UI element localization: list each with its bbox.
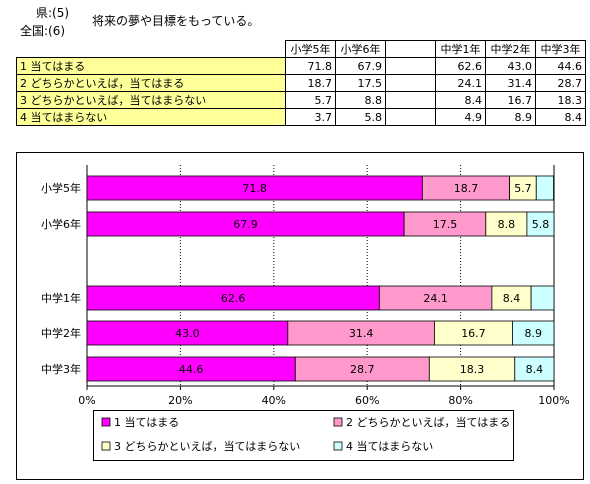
bar-segment xyxy=(512,320,555,346)
table-cell: 62.6 xyxy=(435,57,486,75)
data-label: 43.0 xyxy=(175,327,200,340)
y-category-label: 中学3年 xyxy=(41,362,81,376)
table-row: 1 当てはまる 71.8 67.9 62.6 43.0 44.6 xyxy=(16,57,586,75)
bar-segment xyxy=(434,320,513,346)
x-tick-label: 80% xyxy=(448,394,472,407)
data-label: 8.8 xyxy=(498,218,515,231)
row-label: 2 どちらかといえば，当てはまる xyxy=(16,74,286,92)
column-header xyxy=(385,40,436,58)
legend-box xyxy=(93,410,514,461)
x-tick-label: 20% xyxy=(168,394,192,407)
bar-segment xyxy=(421,175,511,201)
bar-segment xyxy=(86,356,296,382)
x-tick-label: 60% xyxy=(355,394,379,407)
table-row: 4 当てはまらない 3.7 5.8 4.9 8.9 8.4 xyxy=(16,108,586,126)
table-cell: 5.7 xyxy=(285,91,336,109)
data-label: 31.4 xyxy=(349,327,374,340)
legend-label: 3 どちらかといえば，当てはまらない xyxy=(114,439,300,453)
bar-segment xyxy=(378,285,493,311)
table-row: 2 どちらかといえば，当てはまる 18.7 17.5 24.1 31.4 28.… xyxy=(16,74,586,92)
table-cell: 3.7 xyxy=(285,108,336,126)
legend-swatch xyxy=(101,417,111,427)
data-label: 8.9 xyxy=(524,327,542,340)
y-category-label: 中学1年 xyxy=(41,291,81,305)
y-category-label: 小学6年 xyxy=(41,217,81,231)
table-cell: 4.9 xyxy=(435,108,486,126)
table-cell: 28.7 xyxy=(535,74,586,92)
data-label: 62.6 xyxy=(221,292,246,305)
table-cell: 24.1 xyxy=(435,74,486,92)
data-label: 8.4 xyxy=(526,363,544,376)
x-tick-label: 0% xyxy=(78,394,95,407)
data-label: 71.8 xyxy=(242,182,267,195)
data-label: 28.7 xyxy=(350,363,375,376)
bar-segment xyxy=(287,320,435,346)
data-label: 18.3 xyxy=(460,363,485,376)
x-tick-label: 40% xyxy=(262,394,286,407)
table-header-row: 小学5年 小学6年 中学1年 中学2年 中学3年 xyxy=(16,40,586,58)
table-cell xyxy=(385,57,436,75)
legend-swatch xyxy=(333,417,343,427)
row-label: 4 当てはまらない xyxy=(16,108,286,126)
legend-swatch xyxy=(101,441,111,451)
bar-segment xyxy=(526,211,555,237)
data-label: 5.8 xyxy=(532,218,550,231)
table-cell: 18.7 xyxy=(285,74,336,92)
table-cell xyxy=(385,91,436,109)
table-cell: 16.7 xyxy=(485,91,536,109)
column-header: 中学3年 xyxy=(535,40,586,58)
table-cell: 18.3 xyxy=(535,91,586,109)
table-corner-cell xyxy=(16,40,286,58)
data-label: 67.9 xyxy=(233,218,258,231)
data-label: 8.4 xyxy=(503,292,521,305)
column-header: 小学5年 xyxy=(285,40,336,58)
table-cell: 5.8 xyxy=(335,108,386,126)
row-label: 3 どちらかといえば，当てはまらない xyxy=(16,91,286,109)
prefecture-label: 県:(5) xyxy=(36,6,70,20)
legend-label: 4 当てはまらない xyxy=(346,439,433,453)
bar-segment xyxy=(530,285,555,311)
legend-swatch xyxy=(333,441,343,451)
table-cell: 67.9 xyxy=(335,57,386,75)
data-label: 24.1 xyxy=(423,292,448,305)
table-cell xyxy=(385,108,436,126)
bar-segment xyxy=(509,175,537,201)
data-label: 5.7 xyxy=(514,182,532,195)
bar-segment xyxy=(86,211,405,237)
table-row: 3 どちらかといえば，当てはまらない 5.7 8.8 8.4 16.7 18.3 xyxy=(16,91,586,109)
table-cell: 8.4 xyxy=(535,108,586,126)
national-label: 全国:(6) xyxy=(20,24,66,38)
results-table: 小学5年 小学6年 中学1年 中学2年 中学3年 1 当てはまる 71.8 67… xyxy=(16,40,586,126)
table-cell xyxy=(385,74,436,92)
column-header: 中学1年 xyxy=(435,40,486,58)
data-label: 16.7 xyxy=(461,327,486,340)
table-cell: 71.8 xyxy=(285,57,336,75)
column-header: 小学6年 xyxy=(335,40,386,58)
table-cell: 31.4 xyxy=(485,74,536,92)
bar-segment xyxy=(86,320,289,346)
legend-label: 2 どちらかといえば，当てはまる xyxy=(346,415,510,429)
stacked-bar-chart: 0% 20% 40% 60% 80% 100% 小学5年 71.8 18.7 5.7 小学6年 67.… xyxy=(16,152,584,480)
data-label: 18.7 xyxy=(454,182,479,195)
y-category-label: 中学2年 xyxy=(41,326,81,340)
bar-segment xyxy=(86,175,423,201)
table-cell: 8.9 xyxy=(485,108,536,126)
data-label: 44.6 xyxy=(179,363,204,376)
x-tick-label: 100% xyxy=(538,394,569,407)
bar-segment xyxy=(535,175,554,201)
bar-segment xyxy=(428,356,516,382)
y-category-label: 小学5年 xyxy=(41,181,81,195)
column-header: 中学2年 xyxy=(485,40,536,58)
table-cell: 8.8 xyxy=(335,91,386,109)
table-cell: 44.6 xyxy=(535,57,586,75)
data-label: 17.5 xyxy=(433,218,458,231)
question-title: 将来の夢や目標をもっている。 xyxy=(92,14,260,28)
table-cell: 43.0 xyxy=(485,57,536,75)
legend-label: 1 当てはまる xyxy=(114,415,179,429)
bar-segment xyxy=(514,356,555,382)
table-cell: 8.4 xyxy=(435,91,486,109)
row-label: 1 当てはまる xyxy=(16,57,286,75)
table-cell: 17.5 xyxy=(335,74,386,92)
